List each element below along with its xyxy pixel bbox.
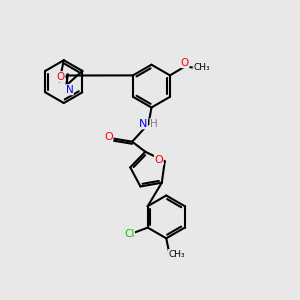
Text: N: N [65,85,73,95]
Text: CH₃: CH₃ [193,64,210,73]
Text: CH₃: CH₃ [168,250,185,259]
Text: H: H [150,119,158,129]
Text: O: O [154,155,163,165]
Text: O: O [104,132,113,142]
Text: N: N [139,119,147,129]
Text: Cl: Cl [124,229,134,238]
Text: O: O [181,58,189,68]
Text: O: O [57,72,65,82]
